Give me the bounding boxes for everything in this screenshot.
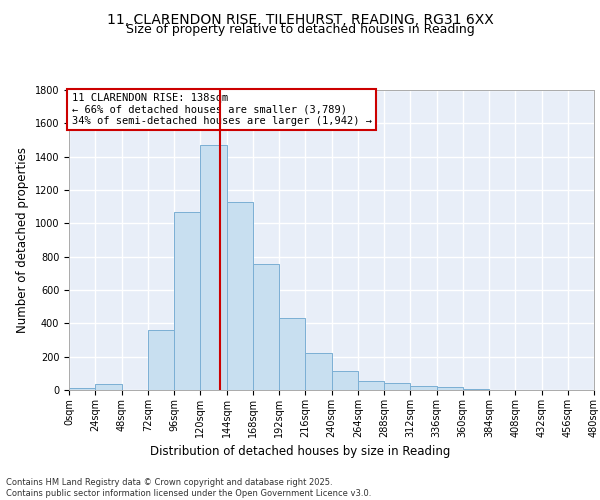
Text: 11 CLARENDON RISE: 138sqm
← 66% of detached houses are smaller (3,789)
34% of se: 11 CLARENDON RISE: 138sqm ← 66% of detac…	[71, 93, 371, 126]
Bar	[148, 330, 174, 390]
Bar	[410, 386, 437, 390]
Text: Distribution of detached houses by size in Reading: Distribution of detached houses by size …	[150, 444, 450, 458]
Y-axis label: Number of detached properties: Number of detached properties	[16, 147, 29, 333]
Bar	[384, 382, 410, 390]
Bar	[305, 352, 331, 390]
Bar	[437, 386, 463, 390]
Text: 11, CLARENDON RISE, TILEHURST, READING, RG31 6XX: 11, CLARENDON RISE, TILEHURST, READING, …	[107, 12, 493, 26]
Bar	[279, 318, 305, 390]
Bar	[95, 384, 121, 390]
Bar	[331, 371, 358, 390]
Text: Contains HM Land Registry data © Crown copyright and database right 2025.
Contai: Contains HM Land Registry data © Crown c…	[6, 478, 371, 498]
Bar	[227, 202, 253, 390]
Bar	[200, 145, 227, 390]
Bar	[253, 264, 279, 390]
Bar	[174, 212, 200, 390]
Bar	[463, 389, 489, 390]
Bar	[69, 388, 95, 390]
Text: Size of property relative to detached houses in Reading: Size of property relative to detached ho…	[125, 22, 475, 36]
Bar	[358, 381, 384, 390]
